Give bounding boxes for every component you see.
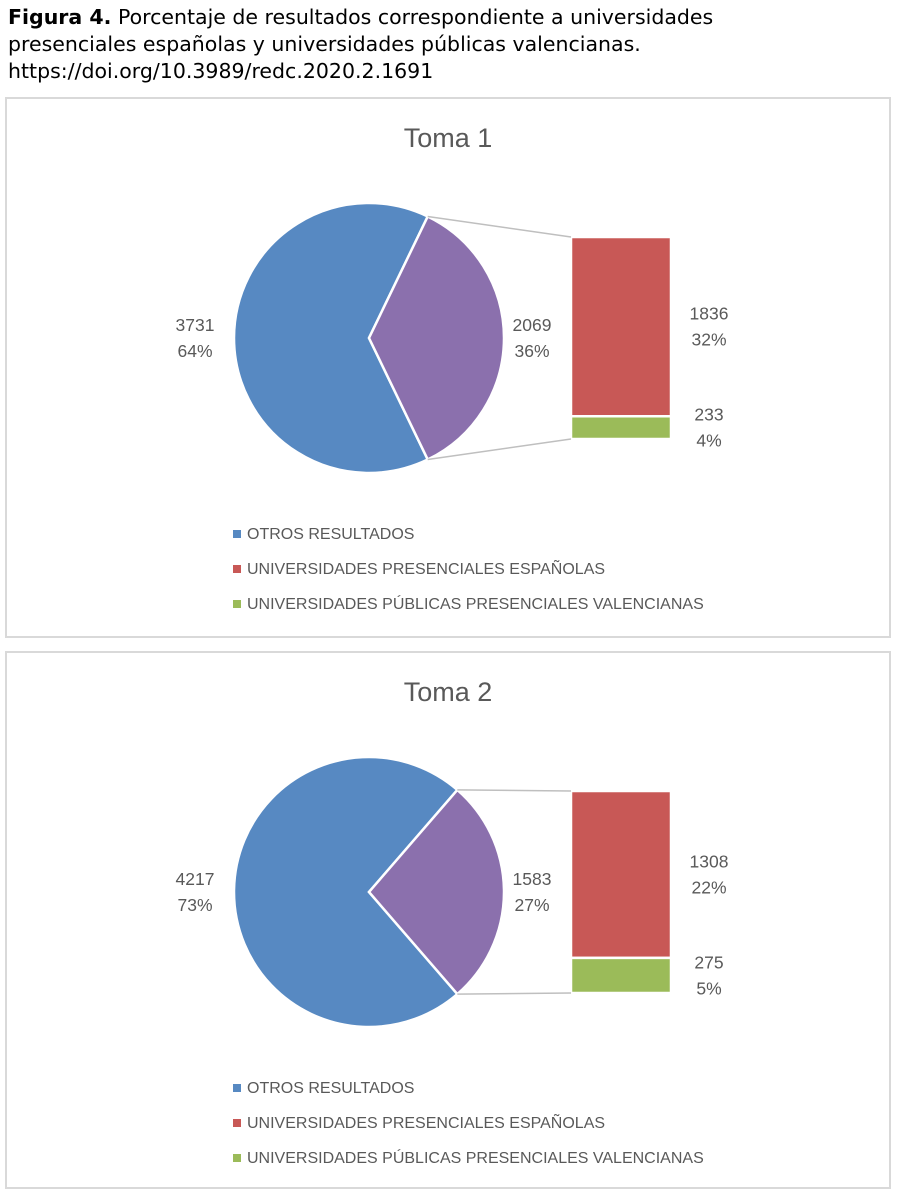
data-label-percent: 27%	[514, 895, 549, 915]
data-label-percent: 73%	[177, 895, 212, 915]
legend-label-universidades-presenciales-espanolas: UNIVERSIDADES PRESENCIALES ESPAÑOLAS	[247, 558, 605, 578]
data-label-value: 1583	[513, 869, 552, 889]
figure-caption: Figura 4. Porcentaje de resultados corre…	[8, 4, 888, 85]
bar-segment-universidades-presenciales-espanolas	[569, 789, 673, 960]
legend-label-universidades-presenciales-espanolas: UNIVERSIDADES PRESENCIALES ESPAÑOLAS	[247, 1112, 605, 1132]
chart-panel-toma-2: Toma 2 4217 73% 1583 27% 1308 22% 275 5% OTROS RE…	[5, 651, 891, 1189]
connector-line-bottom	[457, 992, 572, 995]
chart-title: Toma 1	[404, 123, 493, 153]
caption-doi[interactable]: https://doi.org/10.3989/redc.2020.2.1691	[8, 59, 434, 83]
connector-line-top	[427, 215, 572, 238]
data-label-value: 2069	[513, 315, 552, 335]
data-label-percent: 4%	[696, 431, 721, 451]
data-label-percent: 5%	[696, 978, 721, 998]
chart-panel-toma-1: Toma 1 3731 64% 2069 36% 1836 32% 233 4% OTROS RE…	[5, 97, 891, 638]
legend-label-universidades-publicas-presenciales-valencianas: UNIVERSIDADES PÚBLICAS PRESENCIALES VALE…	[247, 1148, 704, 1167]
legend-swatch-otros-resultados	[233, 530, 241, 538]
data-label-value: 275	[694, 952, 723, 972]
legend-label-otros-resultados: OTROS RESULTADOS	[247, 526, 414, 543]
data-label-value: 4217	[176, 869, 215, 889]
pie-slice-grupo	[367, 788, 506, 996]
legend-swatch-universidades-presenciales-espanolas	[233, 1119, 241, 1127]
connector-line-bottom	[427, 438, 572, 461]
data-label-value: 1836	[690, 304, 729, 324]
data-label-percent: 22%	[691, 877, 726, 897]
bar-segment-universidades-publicas-presenciales-valencianas	[569, 415, 673, 441]
legend-swatch-universidades-publicas-presenciales-valencianas	[233, 1154, 241, 1162]
legend-swatch-universidades-presenciales-espanolas	[233, 565, 241, 573]
pie-slice-grupo	[367, 214, 506, 462]
legend-swatch-otros-resultados	[233, 1084, 241, 1092]
connector-line-top	[457, 789, 572, 792]
caption-label: Figura 4.	[8, 5, 112, 29]
legend-label-otros-resultados: OTROS RESULTADOS	[247, 1080, 414, 1097]
data-label-percent: 36%	[514, 341, 549, 361]
legend-swatch-universidades-publicas-presenciales-valencianas	[233, 600, 241, 608]
caption-line-1: Figura 4. Porcentaje de resultados corre…	[8, 4, 888, 31]
chart-toma-1: Toma 1 3731 64% 2069 36% 1836 32% 233 4% OTROS RE…	[176, 123, 729, 613]
caption-text-1: Porcentaje de resultados correspondiente…	[111, 5, 714, 29]
bar-segment-universidades-presenciales-espanolas	[569, 235, 673, 418]
data-label-percent: 64%	[177, 341, 212, 361]
chart-title: Toma 2	[404, 677, 493, 707]
legend-label-universidades-publicas-presenciales-valencianas: UNIVERSIDADES PÚBLICAS PRESENCIALES VALE…	[247, 594, 704, 613]
pie-slice-otros-resultados	[232, 755, 460, 1029]
data-label-value: 233	[694, 405, 723, 425]
chart-toma-2: Toma 2 4217 73% 1583 27% 1308 22% 275 5% OTROS RE…	[176, 677, 729, 1167]
caption-line-2: presenciales españolas y universidades p…	[8, 32, 641, 56]
pie-slice-otros-resultados	[232, 201, 430, 475]
data-label-value: 1308	[690, 851, 729, 871]
bar-segment-universidades-publicas-presenciales-valencianas	[569, 956, 673, 995]
data-label-value: 3731	[176, 315, 215, 335]
data-label-percent: 32%	[691, 330, 726, 350]
